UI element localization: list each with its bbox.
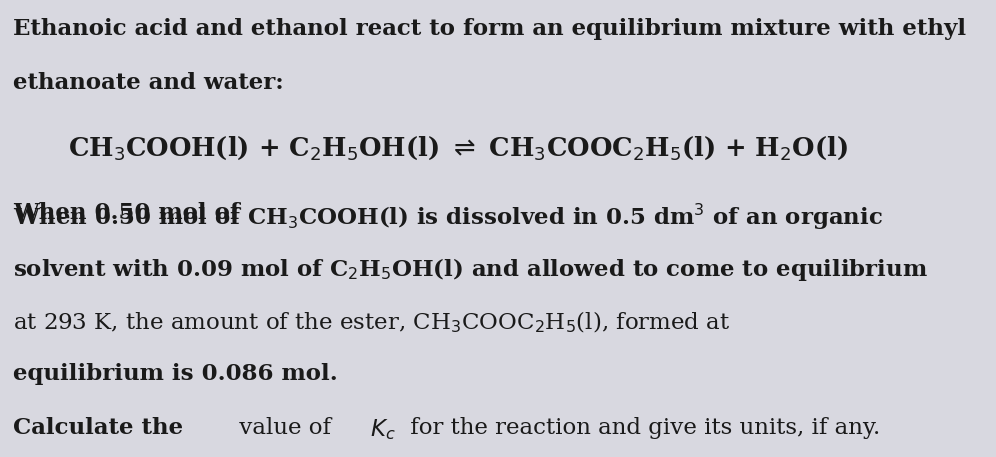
Text: ethanoate and water:: ethanoate and water:	[13, 72, 284, 94]
Text: value of: value of	[232, 417, 339, 439]
Text: When 0.50 mol of: When 0.50 mol of	[13, 202, 248, 223]
Text: When 0.50 mol of CH$_3$COOH(l) is dissolved in 0.5 dm$^3$ of an organic: When 0.50 mol of CH$_3$COOH(l) is dissol…	[13, 202, 883, 232]
Text: $\mathit{K}_\mathit{c}$: $\mathit{K}_\mathit{c}$	[370, 417, 395, 442]
Text: for the reaction and give its units, if any.: for the reaction and give its units, if …	[402, 417, 879, 439]
Text: solvent with 0.09 mol of C$_2$H$_5$OH(l) and allowed to come to equilibrium: solvent with 0.09 mol of C$_2$H$_5$OH(l)…	[13, 255, 928, 282]
Text: Ethanoic acid and ethanol react to form an equilibrium mixture with ethyl: Ethanoic acid and ethanol react to form …	[13, 18, 966, 40]
Text: Calculate the: Calculate the	[13, 417, 183, 439]
Text: CH$_3$COOH(l) + C$_2$H$_5$OH(l) $\rightleftharpoons$ CH$_3$COOC$_2$H$_5$(l) + H$: CH$_3$COOH(l) + C$_2$H$_5$OH(l) $\rightl…	[68, 134, 848, 162]
Text: equilibrium is 0.086 mol.: equilibrium is 0.086 mol.	[13, 363, 338, 385]
Text: at 293 K, the amount of the ester, CH$_3$COOC$_2$H$_5$(l), formed at: at 293 K, the amount of the ester, CH$_3…	[13, 309, 730, 335]
